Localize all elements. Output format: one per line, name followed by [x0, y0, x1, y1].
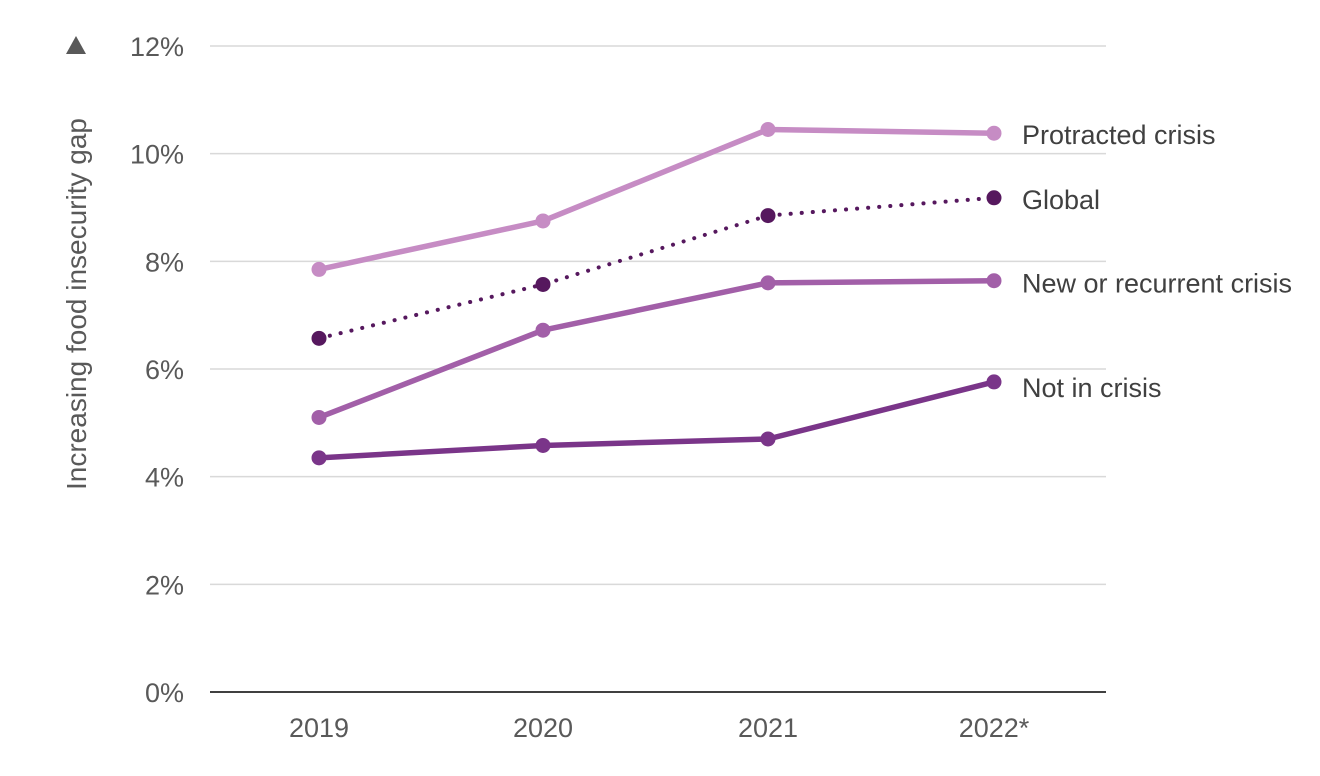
series-protracted-crisis — [311, 121, 1002, 277]
y-tick-label: 0% — [145, 678, 184, 708]
series-labels: Protracted crisis Global New or recurrent … — [1022, 120, 1292, 403]
x-tick-label: 2019 — [289, 713, 349, 743]
series-lines — [311, 121, 1002, 466]
y-tick-label: 6% — [145, 355, 184, 385]
y-tick-label: 8% — [145, 247, 184, 277]
series-global — [311, 190, 1002, 346]
y-tick-label: 10% — [130, 140, 184, 170]
data-point — [986, 125, 1002, 141]
series-line — [318, 126, 995, 273]
y-tick-label: 2% — [145, 570, 184, 600]
data-point — [760, 275, 776, 291]
data-point — [311, 450, 327, 466]
data-point — [986, 190, 1002, 206]
data-point — [535, 437, 551, 453]
x-axis-ticks: 2019 2020 2021 2022* — [289, 713, 1030, 743]
gridlines — [210, 45, 1106, 586]
series-label: New or recurrent crisis — [1022, 269, 1292, 299]
data-point — [535, 213, 551, 229]
y-tick-label: 4% — [145, 463, 184, 493]
data-point — [760, 431, 776, 447]
x-tick-label: 2022* — [959, 713, 1030, 743]
up-arrow-icon — [66, 36, 86, 54]
series-label: Global — [1022, 185, 1100, 215]
y-axis-ticks: 0% 2% 4% 6% 8% 10% 12% — [130, 32, 184, 708]
data-point — [986, 374, 1002, 390]
series-line — [318, 277, 995, 421]
series-line — [317, 195, 996, 341]
series-new-or-recurrent-crisis — [311, 273, 1002, 425]
y-axis-title-text: Increasing food insecurity gap — [61, 118, 92, 490]
data-point — [760, 208, 776, 224]
x-tick-label: 2020 — [513, 713, 573, 743]
data-point — [986, 273, 1002, 289]
data-point — [311, 330, 327, 346]
series-not-in-crisis — [311, 374, 1002, 466]
data-point — [535, 322, 551, 338]
series-label: Not in crisis — [1022, 373, 1162, 403]
y-tick-label: 12% — [130, 32, 184, 62]
series-label: Protracted crisis — [1022, 120, 1216, 150]
data-point — [311, 261, 327, 277]
x-tick-label: 2021 — [738, 713, 798, 743]
data-point — [535, 276, 551, 292]
data-point — [760, 121, 776, 137]
data-point — [311, 409, 327, 425]
y-axis-title: Increasing food insecurity gap — [61, 118, 92, 490]
series-line — [318, 379, 995, 461]
